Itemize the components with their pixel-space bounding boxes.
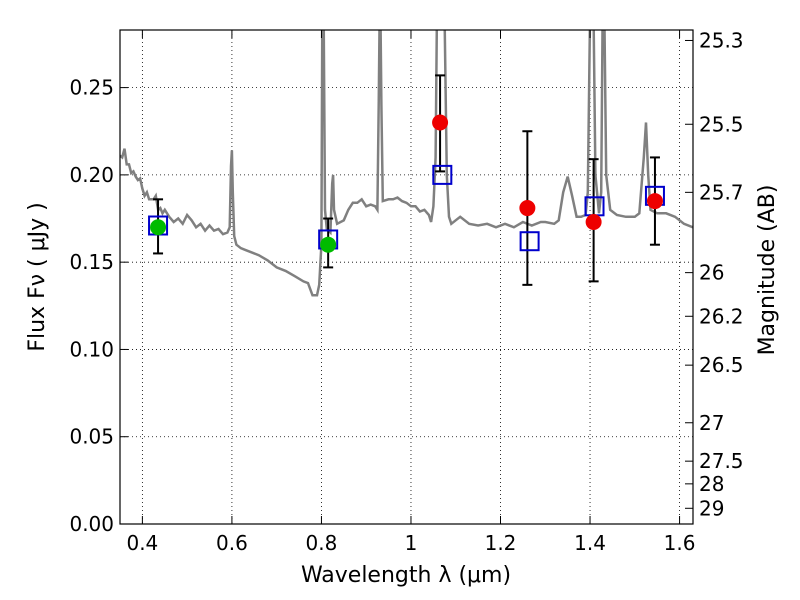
y-tick-label: 0.20 (69, 163, 114, 187)
y-tick-label: 0.05 (69, 425, 114, 449)
plot-frame (119, 29, 694, 525)
y-tick-label: 0.10 (69, 337, 114, 361)
right-tick-label: 25.7 (699, 180, 744, 204)
red-point (519, 200, 536, 217)
x-tick-label: 0.8 (306, 531, 338, 555)
x-tick-label: 1.4 (574, 531, 606, 555)
y-tick-label: 0.25 (69, 76, 114, 100)
y-tick-label: 0.00 (69, 512, 114, 536)
green-point (150, 219, 167, 236)
green-point (320, 236, 337, 253)
red-point (646, 193, 663, 210)
right-tick-label: 26.2 (699, 304, 744, 328)
x-tick-label: 0.4 (126, 531, 158, 555)
y-axis-label: Flux Fν ( μJy ) (25, 202, 50, 351)
red-point (585, 214, 602, 231)
x-tick-label: 1.6 (664, 531, 696, 555)
x-tick-label: 0.6 (216, 531, 248, 555)
model-box (432, 164, 453, 185)
model-box (519, 231, 540, 252)
model-spectrum-line (120, 30, 693, 297)
right-tick-label: 29 (699, 496, 724, 520)
right-tick-label: 27.5 (699, 449, 744, 473)
right-tick-label: 25.3 (699, 28, 744, 52)
x-tick-label: 1.2 (485, 531, 517, 555)
axis-ticks: 0.4 0.6 0.8 1 1.2 1.4 1.6 0.00 0.05 0.10 0.15 0.20 0… (69, 28, 743, 555)
plot-area (120, 30, 693, 297)
right-tick-label: 25.5 (699, 112, 744, 136)
y-axis-right-label: Magnitude (AB) (755, 185, 780, 356)
grid-lines (120, 30, 693, 525)
x-tick-label: 1 (405, 531, 418, 555)
right-tick-label: 26.5 (699, 353, 744, 377)
red-point (432, 114, 449, 131)
errorbars (153, 74, 660, 286)
x-axis-label: Wavelength λ (μm) (301, 563, 511, 588)
observed-photometry-points (150, 114, 663, 253)
y-tick-label: 0.15 (69, 250, 114, 274)
right-tick-label: 27 (699, 411, 724, 435)
right-tick-label: 26 (699, 261, 724, 285)
right-tick-label: 28 (699, 472, 724, 496)
